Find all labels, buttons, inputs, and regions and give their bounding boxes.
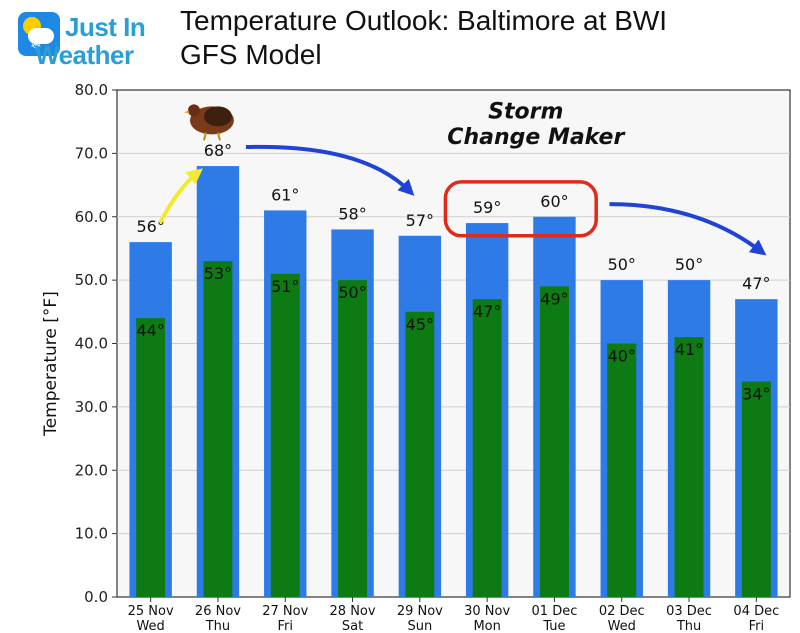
weather-logo-icon: ❄: [18, 12, 60, 56]
y-tick-label: 40.0: [75, 335, 108, 353]
low-temp-bar: [472, 299, 502, 597]
x-tick-day: Thu: [205, 619, 230, 633]
blue-arrow-right: [609, 202, 767, 256]
low-temp-bar: [741, 381, 771, 597]
low-temp-bar: [136, 318, 166, 597]
low-temp-label: 45°: [406, 315, 434, 334]
low-temp-label: 47°: [473, 302, 501, 321]
low-temp-label: 49°: [540, 289, 568, 308]
y-axis-label: Temperature [°F]: [41, 291, 61, 437]
y-tick-label: 50.0: [75, 271, 108, 289]
logo: ❄ Just In Weather: [8, 6, 178, 70]
x-tick-day: Mon: [473, 619, 500, 633]
header: ❄ Just In Weather Temperature Outlook: B…: [0, 0, 800, 80]
annotation-line1: Storm: [488, 100, 563, 125]
blue-arrow-left: [245, 144, 415, 196]
turkey-icon: [183, 104, 234, 141]
x-tick-date: 25 Nov: [128, 604, 174, 619]
x-tick-day: Sat: [342, 619, 363, 633]
x-tick-date: 02 Dec: [599, 604, 645, 619]
low-temp-bar: [674, 337, 704, 597]
y-tick-label: 0.0: [84, 588, 108, 606]
y-tick-label: 20.0: [75, 461, 108, 479]
low-temp-bar: [607, 343, 637, 597]
high-temp-label: 68°: [204, 141, 232, 160]
high-temp-label: 58°: [338, 204, 366, 223]
high-temp-label: 60°: [540, 192, 568, 211]
high-temp-label: 47°: [742, 274, 770, 293]
y-tick-label: 80.0: [75, 81, 108, 99]
annotation-line2: Change Maker: [447, 125, 625, 150]
x-tick-date: 30 Nov: [464, 604, 510, 619]
low-temp-label: 41°: [675, 340, 703, 359]
low-temp-bar: [338, 280, 368, 597]
yellow-arrow: [158, 168, 203, 225]
low-temp-bar: [405, 311, 435, 597]
x-tick-date: 01 Dec: [532, 604, 578, 619]
x-tick-date: 26 Nov: [195, 604, 241, 619]
x-tick-date: 27 Nov: [262, 604, 308, 619]
x-tick-day: Sun: [407, 619, 432, 633]
low-temp-label: 44°: [136, 321, 164, 340]
high-temp-label: 57°: [406, 211, 434, 230]
low-temp-bar: [270, 273, 300, 597]
logo-text-line1: Just In: [65, 12, 146, 42]
low-temp-bar: [539, 286, 569, 597]
high-temp-label: 56°: [136, 217, 164, 236]
y-tick-label: 30.0: [75, 398, 108, 416]
x-tick-day: Wed: [608, 619, 636, 633]
x-tick-day: Fri: [749, 619, 765, 633]
high-temp-label: 61°: [271, 185, 299, 204]
x-tick-date: 03 Dec: [666, 604, 712, 619]
low-temp-label: 51°: [271, 277, 299, 296]
x-tick-day: Thu: [676, 619, 701, 633]
x-tick-date: 04 Dec: [733, 604, 779, 619]
y-tick-label: 70.0: [75, 144, 108, 162]
low-temp-bar: [203, 261, 233, 597]
storm-highlight-box: [443, 180, 598, 238]
y-tick-label: 10.0: [75, 525, 108, 543]
y-tick-label: 60.0: [75, 208, 108, 226]
low-temp-label: 40°: [608, 347, 636, 366]
low-temp-label: 34°: [742, 385, 770, 404]
high-temp-label: 59°: [473, 198, 501, 217]
x-tick-date: 28 Nov: [330, 604, 376, 619]
page-title: Temperature Outlook: Baltimore at BWI: [180, 5, 668, 36]
high-temp-label: 50°: [608, 255, 636, 274]
high-temp-label: 50°: [675, 255, 703, 274]
low-temp-label: 53°: [204, 264, 232, 283]
x-tick-day: Tue: [542, 619, 565, 633]
x-tick-day: Fri: [278, 619, 294, 633]
page-subtitle: GFS Model: [180, 39, 322, 70]
x-tick-day: Wed: [136, 619, 164, 633]
low-temp-label: 50°: [338, 283, 366, 302]
logo-text-line2: Weather: [35, 40, 134, 70]
x-tick-date: 29 Nov: [397, 604, 443, 619]
